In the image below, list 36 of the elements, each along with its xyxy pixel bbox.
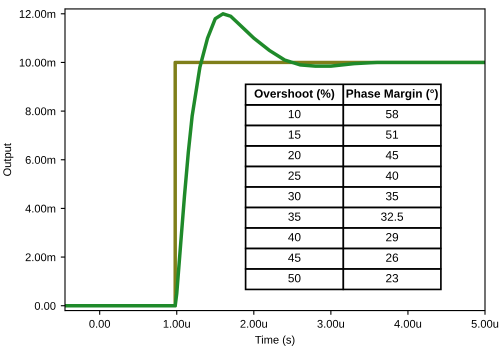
annotation: 25 [288,171,300,180]
annotation: 45 [288,254,300,262]
x-tick-label: 3.00u [317,320,344,328]
y-tick-label: 2.00m [26,253,56,262]
x-tick-label: 4.00u [394,320,422,328]
line-series [65,12,485,308]
annotation: 29 [386,233,398,242]
annotation: 40 [288,233,301,242]
x-tick-label: 5.00u [472,320,498,328]
y-tick-label: 10.00m [20,58,56,67]
annotation: 35 [288,212,300,221]
y-tick-label: 12.00m [20,10,56,18]
y-tick-label: 8.00m [26,107,56,116]
x-tick-label: 0.00 [89,320,110,328]
annotation: 40 [386,171,398,180]
annotation: 10 [288,110,301,118]
annotation: 20 [288,150,301,160]
x-tick-label: 2.00u [240,320,267,328]
x-tick-label: 1.00u [164,320,190,328]
annotation: 23 [386,274,398,282]
annotation: 30 [288,192,301,200]
y-tick-label: 0.00 [34,302,56,310]
y-tick-label: 4.00m [25,204,56,213]
annotation: 26 [386,254,398,262]
annotation: 15 [288,130,300,139]
y-tick-label: 6.00m [26,156,56,164]
annotation: 50 [288,274,301,282]
annotation: 58 [386,110,398,118]
annotation: 35 [386,192,398,200]
annotation: 45 [386,151,398,160]
y-axis-title: Output [3,143,14,176]
annotation: 51 [386,130,398,139]
annotation: Overshoot (%) [254,89,334,100]
annotation: 32.5 [381,212,404,221]
annotation: Phase Margin (°) [346,89,438,100]
x-axis-title: Time (s) [255,336,294,346]
